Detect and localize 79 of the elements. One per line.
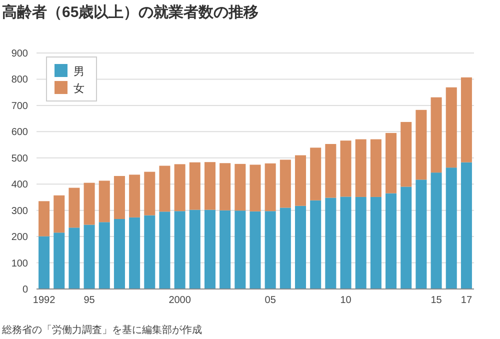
bar bbox=[295, 155, 306, 206]
bar bbox=[129, 174, 140, 218]
bar bbox=[114, 218, 125, 289]
x-tick-label: 95 bbox=[84, 295, 96, 306]
bar bbox=[355, 196, 366, 289]
bar bbox=[310, 200, 322, 289]
y-tick-label: 900 bbox=[11, 48, 28, 60]
bar bbox=[386, 132, 397, 194]
y-tick-label: 600 bbox=[11, 127, 28, 138]
bar bbox=[144, 215, 156, 289]
bar bbox=[280, 208, 291, 289]
bar bbox=[114, 176, 125, 219]
bar bbox=[340, 196, 352, 289]
bar bbox=[310, 148, 322, 200]
x-tick-label: 2000 bbox=[168, 295, 192, 306]
bar bbox=[370, 196, 382, 289]
bar bbox=[400, 122, 412, 187]
bar bbox=[250, 164, 261, 212]
bar bbox=[234, 164, 246, 211]
bar bbox=[416, 110, 427, 180]
y-tick-label: 100 bbox=[11, 258, 28, 270]
bar bbox=[159, 166, 170, 212]
bar bbox=[84, 224, 95, 289]
bar bbox=[295, 206, 306, 289]
bar bbox=[386, 193, 397, 289]
x-tick-label: 05 bbox=[264, 295, 276, 306]
legend-label: 女 bbox=[74, 83, 84, 95]
bar bbox=[144, 172, 156, 216]
bar bbox=[280, 160, 291, 208]
bar bbox=[129, 217, 140, 289]
bar bbox=[325, 198, 336, 289]
bar bbox=[54, 195, 65, 233]
text: 総務省の「労働力調査」を基に編集部が作成 bbox=[1, 324, 202, 336]
x-tick-label: 10 bbox=[340, 295, 352, 306]
bar bbox=[446, 87, 457, 168]
chart-title: 高齢者（65歳以上）の就業者数の推移 bbox=[2, 3, 259, 21]
bar bbox=[98, 180, 110, 222]
bar bbox=[460, 77, 472, 162]
bar bbox=[159, 212, 170, 289]
bar bbox=[416, 180, 427, 289]
bar bbox=[264, 163, 276, 212]
bar bbox=[220, 210, 231, 289]
bar bbox=[220, 163, 231, 210]
y-tick-label: 200 bbox=[11, 232, 28, 244]
bar bbox=[460, 162, 472, 289]
bar bbox=[189, 162, 200, 210]
bar bbox=[370, 139, 382, 197]
bar bbox=[446, 168, 457, 289]
bar bbox=[54, 232, 65, 289]
bar bbox=[340, 140, 352, 197]
bar bbox=[430, 172, 442, 289]
bar bbox=[234, 210, 246, 289]
bar bbox=[38, 201, 50, 236]
y-tick-label: 500 bbox=[11, 153, 28, 164]
bar bbox=[68, 188, 80, 228]
x-tick-label: 15 bbox=[430, 295, 442, 306]
bar bbox=[430, 97, 442, 173]
bar bbox=[84, 182, 95, 225]
y-tick-label: 400 bbox=[11, 180, 28, 191]
bar bbox=[98, 222, 110, 289]
bar bbox=[38, 236, 50, 289]
bar bbox=[174, 211, 186, 289]
y-tick-label: 300 bbox=[11, 206, 28, 217]
bar bbox=[250, 211, 261, 289]
y-tick-label: 700 bbox=[11, 100, 28, 112]
y-tick-label: 0 bbox=[22, 284, 28, 296]
legend-label: 男 bbox=[74, 66, 84, 78]
bar bbox=[204, 210, 216, 289]
bar bbox=[68, 228, 80, 289]
bar bbox=[174, 164, 186, 212]
bar bbox=[400, 186, 412, 289]
bar bbox=[355, 139, 366, 197]
bar bbox=[325, 144, 336, 198]
x-tick-label: 1992 bbox=[32, 295, 56, 306]
bar bbox=[204, 162, 216, 210]
y-tick-label: 800 bbox=[11, 74, 28, 86]
bar bbox=[264, 211, 276, 289]
x-tick-label: 17 bbox=[460, 295, 472, 306]
bar bbox=[189, 210, 200, 289]
